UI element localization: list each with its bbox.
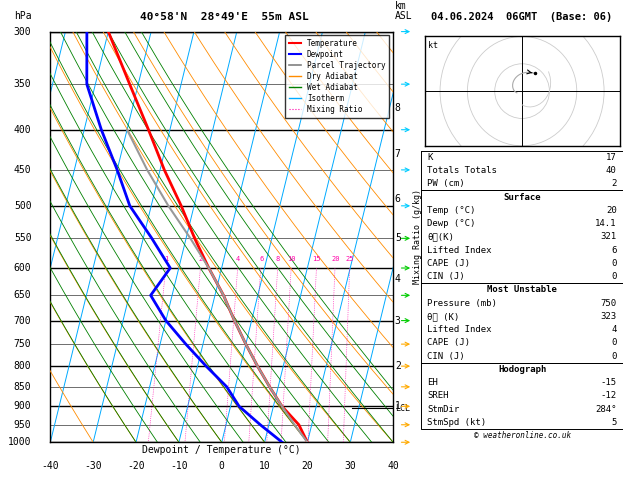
Text: Mixing Ratio (g/kg): Mixing Ratio (g/kg) xyxy=(413,190,421,284)
Text: 3: 3 xyxy=(395,315,401,326)
Text: -30: -30 xyxy=(84,461,102,471)
Text: 8: 8 xyxy=(395,103,401,113)
Text: 650: 650 xyxy=(14,290,31,300)
Text: Surface: Surface xyxy=(503,192,541,202)
Text: 2: 2 xyxy=(395,361,401,371)
Text: 5: 5 xyxy=(611,418,616,427)
Text: 750: 750 xyxy=(601,298,616,308)
Text: 0: 0 xyxy=(611,351,616,361)
Text: 4: 4 xyxy=(395,274,401,284)
Text: 17: 17 xyxy=(606,153,616,162)
Text: 15: 15 xyxy=(313,256,321,262)
Text: -40: -40 xyxy=(42,461,59,471)
Text: 6: 6 xyxy=(395,194,401,204)
Text: 8: 8 xyxy=(276,256,280,262)
Text: 10: 10 xyxy=(259,461,270,471)
Text: 900: 900 xyxy=(14,401,31,411)
Text: © weatheronline.co.uk: © weatheronline.co.uk xyxy=(474,431,571,440)
Text: 2: 2 xyxy=(611,179,616,188)
Text: 4: 4 xyxy=(236,256,240,262)
Text: CIN (J): CIN (J) xyxy=(428,272,465,281)
Text: 2: 2 xyxy=(199,256,203,262)
Text: 350: 350 xyxy=(14,79,31,89)
Text: 600: 600 xyxy=(14,263,31,273)
Text: -10: -10 xyxy=(170,461,187,471)
Text: 14.1: 14.1 xyxy=(595,219,616,228)
Text: Lifted Index: Lifted Index xyxy=(428,325,492,334)
Text: 7: 7 xyxy=(395,149,401,159)
Text: Totals Totals: Totals Totals xyxy=(428,166,498,175)
X-axis label: Dewpoint / Temperature (°C): Dewpoint / Temperature (°C) xyxy=(142,445,301,455)
Text: 500: 500 xyxy=(14,201,31,211)
Text: 30: 30 xyxy=(345,461,356,471)
Text: 750: 750 xyxy=(14,339,31,349)
Text: 700: 700 xyxy=(14,315,31,326)
Text: 0: 0 xyxy=(611,259,616,268)
Text: 321: 321 xyxy=(601,232,616,242)
Text: Lifted Index: Lifted Index xyxy=(428,245,492,255)
Text: SREH: SREH xyxy=(428,391,449,400)
Text: 0: 0 xyxy=(611,338,616,347)
Text: 950: 950 xyxy=(14,420,31,430)
Text: 1: 1 xyxy=(164,256,169,262)
Text: 800: 800 xyxy=(14,361,31,371)
Text: 40°58'N  28°49'E  55m ASL: 40°58'N 28°49'E 55m ASL xyxy=(140,12,309,22)
Text: kt: kt xyxy=(428,41,438,50)
Text: θᴄ (K): θᴄ (K) xyxy=(428,312,460,321)
Text: 550: 550 xyxy=(14,233,31,243)
Text: 300: 300 xyxy=(14,27,31,36)
Text: 6: 6 xyxy=(259,256,264,262)
Text: 323: 323 xyxy=(601,312,616,321)
Text: StmDir: StmDir xyxy=(428,405,460,414)
Text: 1000: 1000 xyxy=(8,437,31,447)
Text: 20: 20 xyxy=(331,256,340,262)
Text: 0: 0 xyxy=(219,461,225,471)
Text: 10: 10 xyxy=(287,256,296,262)
Text: 0: 0 xyxy=(611,272,616,281)
Text: Pressure (mb): Pressure (mb) xyxy=(428,298,498,308)
Text: 40: 40 xyxy=(387,461,399,471)
Text: hPa: hPa xyxy=(14,11,31,21)
Text: 40: 40 xyxy=(606,166,616,175)
Text: 25: 25 xyxy=(346,256,354,262)
Text: K: K xyxy=(428,153,433,162)
Text: 284°: 284° xyxy=(595,405,616,414)
Text: Most Unstable: Most Unstable xyxy=(487,285,557,295)
Text: -15: -15 xyxy=(601,378,616,387)
Text: 6: 6 xyxy=(611,245,616,255)
Text: CAPE (J): CAPE (J) xyxy=(428,338,470,347)
Text: PW (cm): PW (cm) xyxy=(428,179,465,188)
Text: 04.06.2024  06GMT  (Base: 06): 04.06.2024 06GMT (Base: 06) xyxy=(431,12,613,22)
Text: Temp (°C): Temp (°C) xyxy=(428,206,476,215)
Text: 20: 20 xyxy=(606,206,616,215)
Legend: Temperature, Dewpoint, Parcel Trajectory, Dry Adiabat, Wet Adiabat, Isotherm, Mi: Temperature, Dewpoint, Parcel Trajectory… xyxy=(286,35,389,118)
Text: θᴄ(K): θᴄ(K) xyxy=(428,232,454,242)
Text: CIN (J): CIN (J) xyxy=(428,351,465,361)
Text: Dewp (°C): Dewp (°C) xyxy=(428,219,476,228)
Text: EH: EH xyxy=(428,378,438,387)
Text: StmSpd (kt): StmSpd (kt) xyxy=(428,418,487,427)
Text: LCL: LCL xyxy=(395,404,410,413)
Text: 450: 450 xyxy=(14,165,31,175)
Text: 1: 1 xyxy=(395,401,401,411)
Text: -12: -12 xyxy=(601,391,616,400)
Text: 20: 20 xyxy=(301,461,313,471)
Text: 850: 850 xyxy=(14,382,31,392)
Text: 4: 4 xyxy=(611,325,616,334)
Text: km
ASL: km ASL xyxy=(395,1,413,21)
Text: -20: -20 xyxy=(127,461,145,471)
Text: 400: 400 xyxy=(14,125,31,135)
Text: 5: 5 xyxy=(395,233,401,243)
Text: CAPE (J): CAPE (J) xyxy=(428,259,470,268)
Text: Hodograph: Hodograph xyxy=(498,365,546,374)
